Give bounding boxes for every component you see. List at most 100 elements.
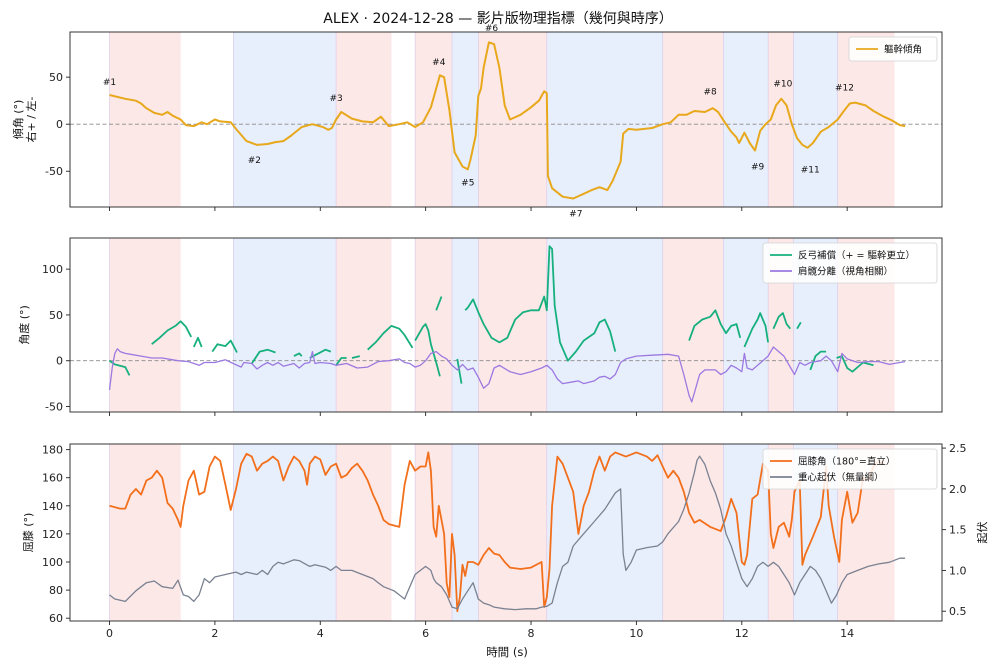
- phase-band: [415, 32, 452, 207]
- legend-box: [762, 242, 938, 284]
- phase-band: [336, 444, 392, 621]
- phase-band: [723, 32, 769, 207]
- series-line-com: [109, 455, 906, 611]
- knee-com-panel: 60 80 100 120 140 160 180 0.5 1.0 1.5 2.0 2.5 0 2 4 6 8 1…: [22, 442, 989, 640]
- legend-label: 屈膝角（180°=直立）: [798, 456, 895, 468]
- phase-band: [546, 238, 663, 412]
- phase-band: [415, 238, 452, 412]
- x-axis-label: 時間 (s): [486, 645, 528, 659]
- peak-annotation: #11: [801, 165, 820, 175]
- y-tick-label: -50: [45, 401, 63, 414]
- x-tick-label: 4: [317, 627, 324, 640]
- y-tick-label: 160: [42, 472, 63, 485]
- phase-band: [662, 32, 724, 207]
- phase-band: [109, 238, 181, 412]
- peak-annotation: #5: [461, 179, 474, 189]
- phase-band: [336, 238, 392, 412]
- y-tick-label: 120: [42, 528, 63, 541]
- series-line-pelvis: [414, 323, 441, 377]
- peak-annotation: #4: [432, 58, 446, 68]
- x-tick-label: 12: [735, 627, 749, 640]
- phase-band: [233, 444, 337, 621]
- series-line-pelvis: [251, 348, 276, 364]
- peak-annotation: #2: [248, 156, 261, 166]
- y-tick-label: 50: [49, 71, 63, 84]
- peak-annotation: #8: [704, 87, 718, 97]
- legend-label: 軀幹傾角: [884, 44, 922, 56]
- x-tick-label: 8: [528, 627, 535, 640]
- chart-title: ALEX · 2024-12-28 — 影片版物理指標（幾何與時序）: [323, 11, 672, 27]
- legend-box: [848, 36, 938, 62]
- legend-box: [762, 448, 938, 490]
- series-line-pelvis: [351, 355, 361, 359]
- phase-band: [451, 32, 479, 207]
- x-tick-label: 14: [840, 627, 854, 640]
- series-line-pelvis: [293, 352, 303, 357]
- legend: 屈膝角（180°=直立） 重心起伏（無量綱）: [762, 448, 938, 490]
- y-tick-label: 80: [49, 584, 63, 597]
- axes-frame: [69, 443, 943, 622]
- x-tick-label: 6: [422, 627, 429, 640]
- y-tick-label: 50: [49, 309, 63, 322]
- peak-annotation: #9: [751, 163, 765, 173]
- phase-band: [768, 32, 794, 207]
- axes-frame: [69, 31, 943, 208]
- peak-annotation: #12: [835, 84, 854, 94]
- phase-band: [793, 32, 838, 207]
- peak-annotation: #1: [103, 78, 116, 88]
- y2-tick-label: 2.0: [949, 483, 967, 496]
- series-line-pelvis: [367, 325, 414, 351]
- legend-label: 肩髖分離（視角相關）: [798, 266, 893, 278]
- phase-band: [478, 32, 547, 207]
- legend-label: 反弓補償（+ = 驅幹更立）: [798, 250, 915, 262]
- phase-band: [415, 444, 452, 621]
- series-line-pelvis: [772, 312, 792, 330]
- y-tick-label: 0: [56, 118, 63, 131]
- y-tick-label: 180: [42, 444, 63, 457]
- y-tick-label: 60: [49, 612, 63, 625]
- series-line-pelvis: [464, 245, 617, 362]
- phase-band: [109, 444, 181, 621]
- lean-angle-panel: #1 #2 #3 #4 #5 #6 #7 #8 #9 #10 #11 #12 -50 0 50 傾角 (°) 右…: [11, 24, 943, 220]
- legend: 軀幹傾角: [848, 36, 938, 62]
- legend: 反弓補償（+ = 驅幹更立） 肩髖分離（視角相關）: [762, 242, 938, 284]
- phase-band: [662, 238, 724, 412]
- series-line-pelvis: [809, 350, 827, 371]
- peak-annotation: #10: [773, 80, 792, 90]
- series-line-pelvis: [688, 309, 742, 341]
- phase-band: [546, 32, 663, 207]
- series-line-pelvis: [456, 358, 463, 384]
- y-tick-label: 100: [42, 263, 63, 276]
- y-axis-label-line2: 右+ / 左-: [24, 97, 38, 143]
- series-line-shoulder: [108, 346, 906, 403]
- y-tick-label: 0: [56, 355, 63, 368]
- phase-band: [478, 444, 547, 621]
- series-line-pelvis: [192, 336, 203, 348]
- x-tick-label: 10: [629, 627, 643, 640]
- series-line-pelvis: [743, 312, 769, 348]
- peak-annotation: #3: [329, 94, 342, 104]
- series-line-lean: [109, 41, 906, 200]
- series-line-pelvis: [796, 321, 802, 330]
- y-axis-label-line1: 傾角 (°): [11, 100, 25, 140]
- y2-tick-label: 1.5: [949, 524, 967, 537]
- x-tick-label: 2: [211, 627, 218, 640]
- y-tick-label: 140: [42, 500, 63, 513]
- y-tick-label: 100: [42, 556, 63, 569]
- phase-band: [662, 444, 724, 621]
- series-line-pelvis: [211, 339, 238, 353]
- series-line-pelvis: [151, 320, 192, 345]
- y-axis-label: 角度 (°): [17, 305, 31, 345]
- axes-frame: [69, 237, 943, 413]
- phase-band: [109, 32, 181, 207]
- y-tick-label: -50: [45, 165, 63, 178]
- phase-band: [233, 32, 337, 207]
- y2-tick-label: 2.5: [949, 442, 967, 455]
- series-line-pelvis: [435, 296, 443, 311]
- x-tick-label: 0: [106, 627, 113, 640]
- y2-axis-label: 起伏: [975, 522, 989, 544]
- y-axis-label: 屈膝 (°): [22, 513, 35, 553]
- phase-band: [233, 238, 337, 412]
- y2-tick-label: 1.0: [949, 564, 967, 577]
